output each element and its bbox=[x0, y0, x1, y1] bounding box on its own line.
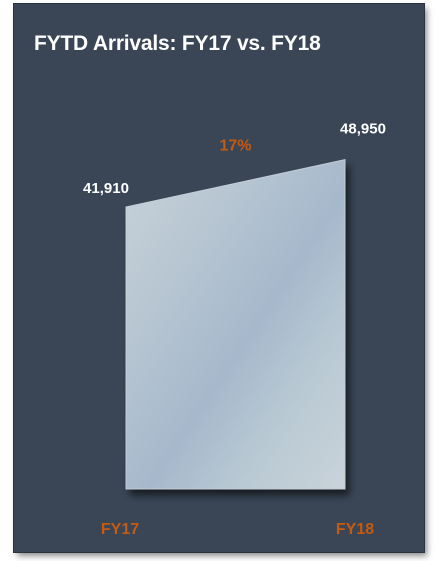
data-label-fy17: 41,910 bbox=[83, 180, 129, 197]
chart-svg: 41,910 48,950 17% FY17 FY18 bbox=[83, 121, 386, 538]
area-shape bbox=[125, 159, 346, 490]
chart-panel: FYTD Arrivals: FY17 vs. FY18 bbox=[14, 4, 424, 552]
change-label: 17% bbox=[219, 137, 251, 154]
category-label-fy18: FY18 bbox=[336, 521, 374, 538]
data-label-fy18: 48,950 bbox=[340, 121, 386, 138]
chart-title: FYTD Arrivals: FY17 vs. FY18 bbox=[34, 32, 321, 55]
category-label-fy17: FY17 bbox=[101, 521, 139, 538]
